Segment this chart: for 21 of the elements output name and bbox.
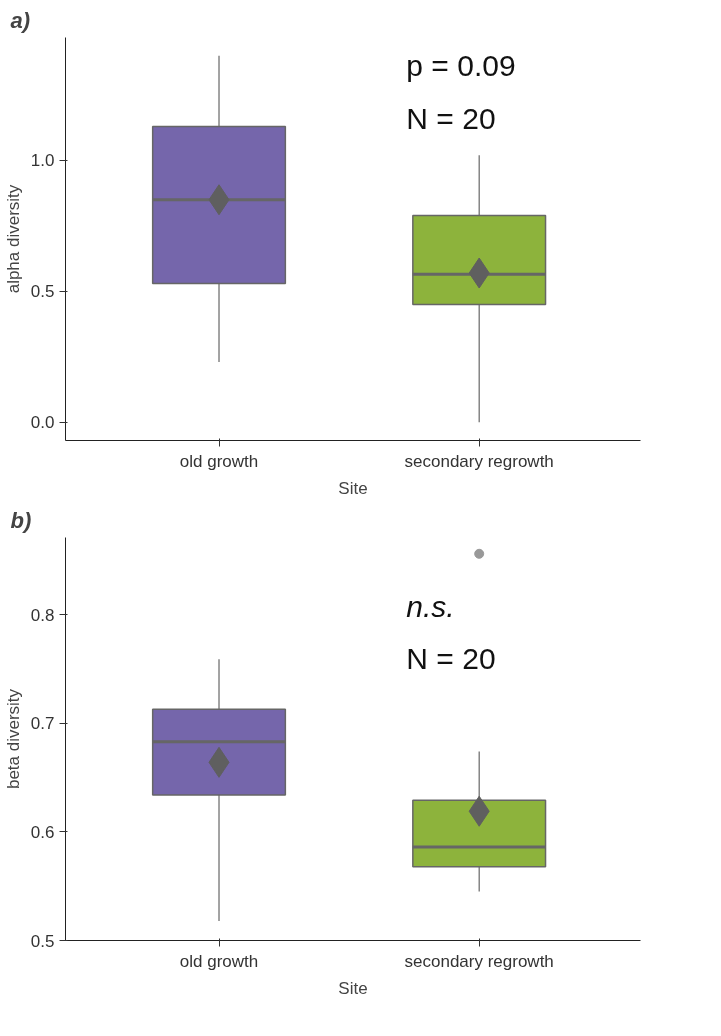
chart-title: a)	[10, 7, 31, 33]
y-tick-label: 0.5	[30, 931, 55, 951]
y-tick-label: 0.6	[30, 822, 55, 842]
annotation: N = 20	[406, 101, 496, 135]
y-tick-label: 0.5	[30, 282, 55, 302]
y-axis-title: beta diversity	[3, 688, 23, 790]
x-tick-label: secondary regrowth	[404, 451, 554, 471]
y-tick-label: 0.7	[30, 714, 55, 734]
y-tick-label: 0.0	[30, 413, 55, 433]
annotation: n.s.	[406, 589, 455, 623]
annotation: p = 0.09	[406, 49, 516, 83]
chart-title: b)	[10, 507, 32, 533]
x-tick-label: old growth	[179, 451, 259, 471]
y-tick-label: 1.0	[30, 151, 55, 171]
x-tick-label: old growth	[179, 951, 259, 971]
x-tick-label: secondary regrowth	[404, 951, 554, 971]
x-axis-title: Site	[338, 978, 368, 998]
y-axis-title: alpha diversity	[3, 184, 23, 294]
x-axis-title: Site	[338, 478, 368, 498]
y-tick-label: 0.8	[30, 605, 55, 625]
annotation: N = 20	[406, 641, 496, 675]
